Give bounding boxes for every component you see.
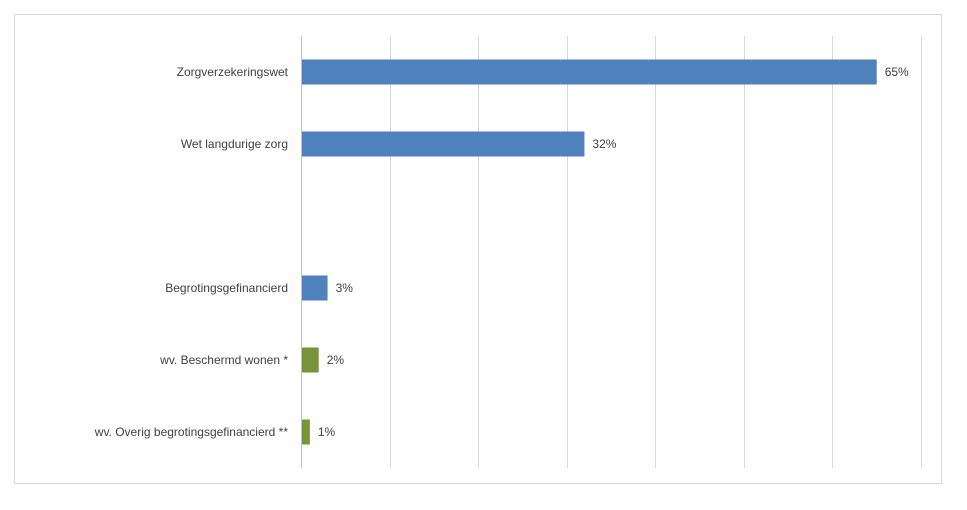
category-label: wv. Beschermd wonen * <box>159 353 288 367</box>
bar <box>302 419 310 445</box>
bar <box>302 131 585 157</box>
bar <box>302 59 877 85</box>
category-label: Begrotingsgefinancierd <box>165 281 288 295</box>
category-label: Wet langdurige zorg <box>181 137 288 151</box>
category-label: Zorgverzekeringswet <box>177 65 289 79</box>
data-label: 2% <box>327 353 345 367</box>
data-label: 1% <box>318 425 336 439</box>
data-label: 32% <box>592 137 616 151</box>
bar <box>302 275 328 301</box>
category-label: wv. Overig begrotingsgefinancierd ** <box>94 425 289 439</box>
data-label: 65% <box>885 65 909 79</box>
data-label: 3% <box>336 281 354 295</box>
bar <box>302 347 319 373</box>
